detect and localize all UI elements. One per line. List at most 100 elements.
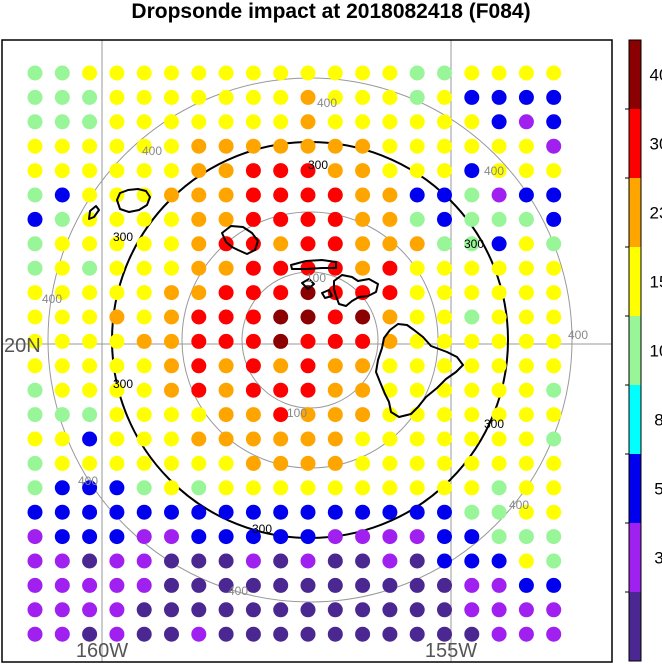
colorbar-tick-label: 10 [650,342,662,361]
impact-dot [27,138,43,154]
impact-dot [164,626,179,642]
impact-dot [109,163,125,179]
impact-dot [327,358,343,374]
impact-dot [382,455,398,471]
impact-dot [300,211,316,227]
impact-dot [27,455,43,471]
impact-dot [518,187,534,203]
impact-dot [546,455,562,471]
impact-dot [273,626,289,642]
impact-dot [546,480,562,496]
impact-dots [27,65,562,642]
impact-dot [300,309,316,325]
impact-dot [27,187,43,203]
impact-dot [355,65,371,81]
impact-dot [245,211,261,227]
impact-dot [109,431,125,447]
colorbar-segment [629,316,641,386]
impact-dot [191,211,207,227]
impact-dot [273,163,289,179]
range-ring-label: 400 [78,474,98,488]
impact-dot [491,163,507,179]
impact-dot [546,89,562,105]
range-ring-label: 300 [252,522,272,536]
impact-dot [546,309,562,325]
impact-dot [27,285,43,301]
impact-dot [82,114,98,130]
impact-dot [109,114,125,130]
impact-dot [464,455,480,471]
impact-dot [54,138,70,154]
impact-dot [300,504,316,520]
impact-dot [218,138,234,154]
impact-dot [27,211,43,227]
impact-dot [109,309,125,325]
impact-dot [464,89,480,105]
impact-dot [437,382,452,398]
impact-dot [518,260,534,276]
impact-dot [464,407,480,423]
impact-dot [109,211,125,227]
axis-tick-labels: 160W 155W 20N [4,335,477,662]
impact-dot [518,65,534,81]
impact-dot [136,138,152,154]
impact-dot [518,138,534,154]
impact-dot [164,65,179,81]
impact-dot [300,431,316,447]
impact-dot [355,577,371,593]
impact-dot [245,529,261,545]
impact-dot [109,407,125,423]
impact-dot [136,504,152,520]
impact-dot [109,553,125,569]
impact-dot [191,333,207,349]
impact-dot [382,382,398,398]
impact-dot [54,431,70,447]
impact-dot [300,333,316,349]
impact-dot [273,260,289,276]
impact-dot [273,65,289,81]
impact-dot [409,285,425,301]
impact-dot [382,358,398,374]
impact-dot [300,358,316,374]
impact-dot [546,285,562,301]
colorbar-tick-label: 3 [654,549,662,568]
impact-dot [82,163,98,179]
impact-dot [27,382,43,398]
impact-dot [191,431,207,447]
impact-dot [191,626,207,642]
island-kahoolawe [321,289,333,299]
impact-dot [109,504,125,520]
impact-dot [518,577,534,593]
impact-dot [136,236,152,252]
impact-dot [409,163,425,179]
impact-dot [437,553,452,569]
impact-dot [54,529,70,545]
impact-dot [327,309,343,325]
impact-dot [191,480,207,496]
impact-dot [546,333,562,349]
impact-dot [409,529,425,545]
colorbar: 3 5 8 10 15 23 30 40 [625,39,662,662]
impact-dot [82,138,98,154]
impact-dot [382,187,398,203]
impact-dot [518,163,534,179]
impact-dot [191,163,207,179]
impact-dot [82,358,98,374]
impact-dot [491,65,507,81]
impact-dot [437,407,452,423]
impact-dot [518,333,534,349]
impact-dot [546,65,562,81]
impact-dot [382,480,398,496]
colorbar-tick-label: 30 [650,135,662,154]
impact-dot [245,577,261,593]
impact-dot [355,553,371,569]
impact-dot [327,89,343,105]
impact-dot [546,211,562,227]
impact-dot [164,285,179,301]
impact-dot [546,577,562,593]
impact-dot [245,114,261,130]
colorbar-tick-label: 8 [654,411,662,430]
impact-dot [109,260,125,276]
impact-dot [464,480,480,496]
